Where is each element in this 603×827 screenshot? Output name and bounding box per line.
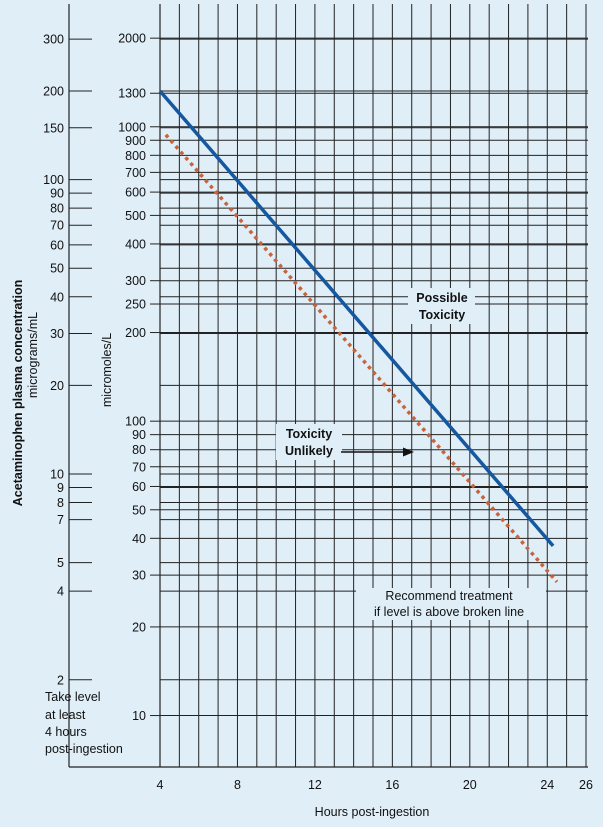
x-tick-label: 8 <box>234 778 241 792</box>
toxicity-unlikely-annotation: Toxicity Unlikely <box>276 424 414 460</box>
inner-y-tick-label: 100 <box>125 415 146 429</box>
left-y-tick-label: 9 <box>57 481 64 495</box>
left-y-tick-label: 150 <box>43 121 64 135</box>
take-level-line4: post-ingestion <box>45 742 123 756</box>
inner-y-tick-label: 40 <box>132 532 146 546</box>
inner-y-tick-label: 20 <box>132 620 146 634</box>
inner-y-tick-label: 300 <box>125 274 146 288</box>
inner-y-tick-label: 2000 <box>118 32 146 46</box>
y-axis-label-line1: Acetaminophen plasma concentration <box>11 280 25 506</box>
grid <box>159 4 588 767</box>
left-y-tick-label: 70 <box>50 219 64 233</box>
left-y-tick-label: 40 <box>50 290 64 304</box>
x-tick-label: 26 <box>579 778 593 792</box>
arrow-head <box>403 447 414 457</box>
left-y-tick-label: 7 <box>57 513 64 527</box>
left-y-tick-label: 8 <box>57 496 64 510</box>
y-axis-label-line2: micrograms/mL <box>26 312 40 398</box>
tick-labels: 2457891020304050607080901001502003001020… <box>43 32 593 792</box>
inner-y-tick-label: 200 <box>125 326 146 340</box>
inner-y-tick-label: 50 <box>132 503 146 517</box>
inner-y-tick-label: 30 <box>132 569 146 583</box>
left-y-tick-label: 20 <box>50 379 64 393</box>
left-y-tick-label: 60 <box>50 238 64 252</box>
take-level-line3: 4 hours <box>45 725 87 739</box>
inner-y-tick-label: 90 <box>132 428 146 442</box>
left-y-tick-label: 200 <box>43 85 64 99</box>
inner-y-axis-label: micromoles/L <box>100 333 114 407</box>
recommend-line1: Recommend treatment <box>385 589 513 603</box>
inner-y-tick-label: 700 <box>125 166 146 180</box>
left-y-tick-label: 80 <box>50 202 64 216</box>
x-tick-label: 4 <box>157 778 164 792</box>
inner-y-tick-label: 1300 <box>118 87 146 101</box>
inner-y-tick-label: 70 <box>132 460 146 474</box>
series-lines <box>158 89 559 584</box>
inner-y-tick-label: 400 <box>125 237 146 251</box>
inner-y-tick-label: 600 <box>125 186 146 200</box>
left-y-tick-label: 2 <box>57 673 64 687</box>
x-tick-label: 12 <box>308 778 322 792</box>
left-y-tick-label: 300 <box>43 33 64 47</box>
inner-y-tick-label: 10 <box>132 709 146 723</box>
toxicity-line-solid <box>158 89 555 548</box>
treatment-line-dotted <box>164 133 559 584</box>
toxicity-unlikely-line1: Toxicity <box>286 427 332 441</box>
inner-y-tick-label: 1000 <box>118 120 146 134</box>
left-y-tick-label: 100 <box>43 173 64 187</box>
take-level-line1: Take level <box>45 690 101 704</box>
x-tick-label: 16 <box>385 778 399 792</box>
take-level-annotation: Take level at least 4 hours post-ingesti… <box>45 690 123 756</box>
toxicity-unlikely-line2: Unlikely <box>285 444 333 458</box>
left-y-tick-label: 5 <box>57 556 64 570</box>
x-tick-label: 24 <box>540 778 554 792</box>
inner-y-tick-label: 900 <box>125 134 146 148</box>
take-level-line2: at least <box>45 708 86 722</box>
left-y-tick-label: 10 <box>50 468 64 482</box>
left-y-tick-label: 30 <box>50 327 64 341</box>
recommend-annotation: Recommend treatment if level is above br… <box>356 588 546 620</box>
left-y-tick-label: 4 <box>57 585 64 599</box>
left-y-tick-label: 50 <box>50 262 64 276</box>
recommend-line2: if level is above broken line <box>374 605 524 619</box>
inner-y-tick-label: 800 <box>125 149 146 163</box>
inner-y-tick-label: 500 <box>125 209 146 223</box>
inner-y-tick-label: 80 <box>132 443 146 457</box>
possible-toxicity-line2: Toxicity <box>419 308 465 322</box>
inner-y-tick-label: 250 <box>125 298 146 312</box>
possible-toxicity-annotation: Possible Toxicity <box>408 288 475 324</box>
x-tick-label: 20 <box>463 778 477 792</box>
left-y-tick-label: 90 <box>50 187 64 201</box>
inner-y-tick-label: 60 <box>132 480 146 494</box>
x-axis-label: Hours post-ingestion <box>315 805 430 819</box>
possible-toxicity-line1: Possible <box>416 291 467 305</box>
